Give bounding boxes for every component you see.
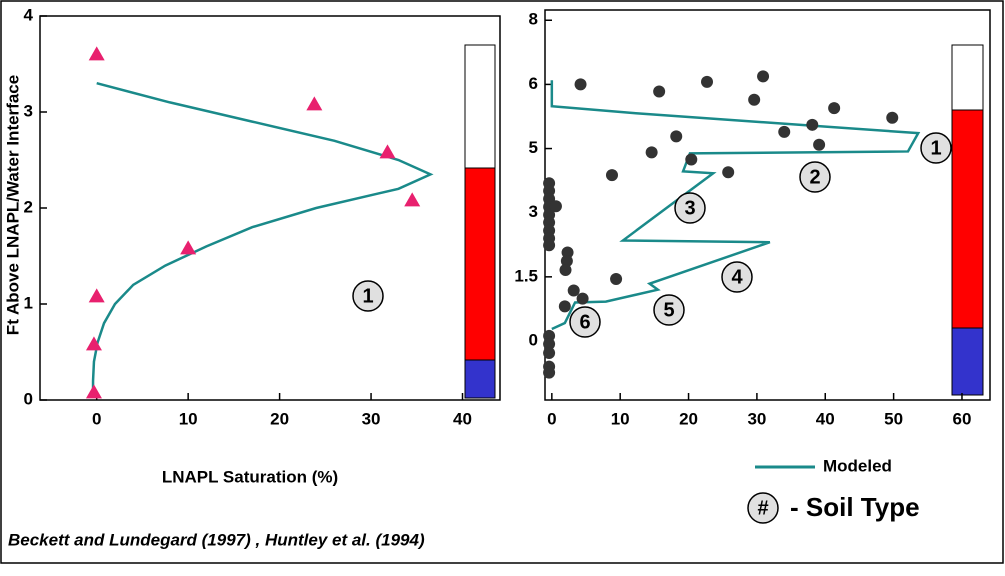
soil-type-label: 4	[731, 266, 743, 288]
data-point	[748, 93, 761, 106]
data-point	[543, 346, 556, 359]
y-tick-label: 5	[529, 138, 538, 157]
soil-type-label: 1	[930, 137, 941, 159]
modeled-line	[550, 80, 921, 331]
modeled-line	[91, 81, 434, 396]
y-tick-label: 3	[24, 101, 33, 120]
x-tick-label: 0	[92, 409, 101, 428]
data-point	[543, 337, 556, 350]
y-tick-label: 4	[24, 5, 34, 24]
soil-type-circle	[653, 294, 685, 326]
data-point	[88, 288, 105, 303]
data-point	[379, 144, 396, 159]
x-tick-label: 60	[953, 409, 972, 428]
soil-type-circle	[569, 306, 601, 338]
data-point	[605, 169, 618, 182]
y-tick-label: 0	[24, 389, 33, 408]
y-tick-label: 1	[24, 293, 33, 312]
footer: Beckett and Lundegard (1997) , Huntley e…	[8, 530, 425, 549]
plot-area	[544, 9, 991, 401]
soil-type-circle	[799, 161, 831, 193]
soil-type-label: 5	[663, 299, 674, 321]
x-tick-label: 10	[611, 409, 630, 428]
y-tick-label: 1.5	[514, 266, 538, 285]
data-point	[85, 336, 102, 351]
y-tick-label: 3	[529, 202, 538, 221]
data-point	[85, 384, 102, 399]
data-point	[404, 192, 421, 207]
data-point	[813, 138, 826, 151]
data-point	[886, 111, 899, 124]
x-tick-label: 0	[547, 409, 556, 428]
y-tick-label: 8	[529, 10, 538, 29]
soil-type-label: 3	[684, 197, 695, 219]
legend-symbol-circle	[747, 492, 779, 524]
data-point	[549, 200, 562, 213]
legend-symbol: #	[757, 497, 768, 519]
data-point	[757, 70, 770, 83]
data-point	[543, 366, 556, 379]
y-axis-label: Ft Above LNAPL/Water Interface	[3, 75, 22, 335]
data-point	[558, 300, 571, 313]
left-column	[464, 44, 496, 399]
soil-type-label: 1	[362, 285, 373, 307]
frame	[0, 0, 1004, 564]
y-tick-label: 2	[24, 197, 33, 216]
x-tick-label: 30	[362, 409, 381, 428]
data-point	[543, 239, 556, 252]
soil-type-label: 2	[809, 166, 820, 188]
data-point	[574, 78, 587, 91]
data-point	[567, 284, 580, 297]
x-tick-label: 50	[884, 409, 903, 428]
data-point	[559, 264, 572, 276]
data-point	[778, 125, 791, 138]
soil-type-circle	[920, 132, 952, 164]
data-point	[806, 118, 819, 131]
data-point	[610, 272, 623, 285]
soil-type-circle	[721, 261, 753, 293]
y-tick-label: 6	[529, 74, 538, 93]
x-tick-label: 10	[179, 409, 198, 428]
data-point	[685, 153, 698, 166]
data-point	[306, 96, 323, 111]
x-tick-label: 40	[453, 409, 472, 428]
plot-area	[39, 15, 501, 401]
legend-soil-type: - Soil Type	[790, 492, 920, 522]
right-column	[951, 44, 984, 396]
data-point	[180, 240, 197, 255]
data-point	[722, 166, 735, 179]
x-tick-label: 40	[816, 409, 835, 428]
data-point	[701, 75, 714, 88]
data-point	[645, 146, 658, 159]
data-point	[653, 85, 666, 98]
x-tick-label: 20	[270, 409, 289, 428]
y-tick-label: 0	[529, 330, 538, 349]
data-point	[828, 102, 841, 115]
x-axis-label: LNAPL Saturation (%)	[162, 467, 338, 486]
soil-type-circle	[352, 280, 384, 312]
data-point	[576, 292, 589, 305]
legend-label: Modeled	[823, 456, 892, 475]
x-tick-label: 20	[679, 409, 698, 428]
x-tick-label: 30	[747, 409, 766, 428]
soil-type-circle	[674, 192, 706, 224]
data-point	[88, 46, 105, 61]
data-point	[561, 246, 574, 259]
soil-type-label: 6	[579, 311, 590, 333]
data-point	[560, 255, 573, 268]
data-point	[670, 130, 683, 143]
